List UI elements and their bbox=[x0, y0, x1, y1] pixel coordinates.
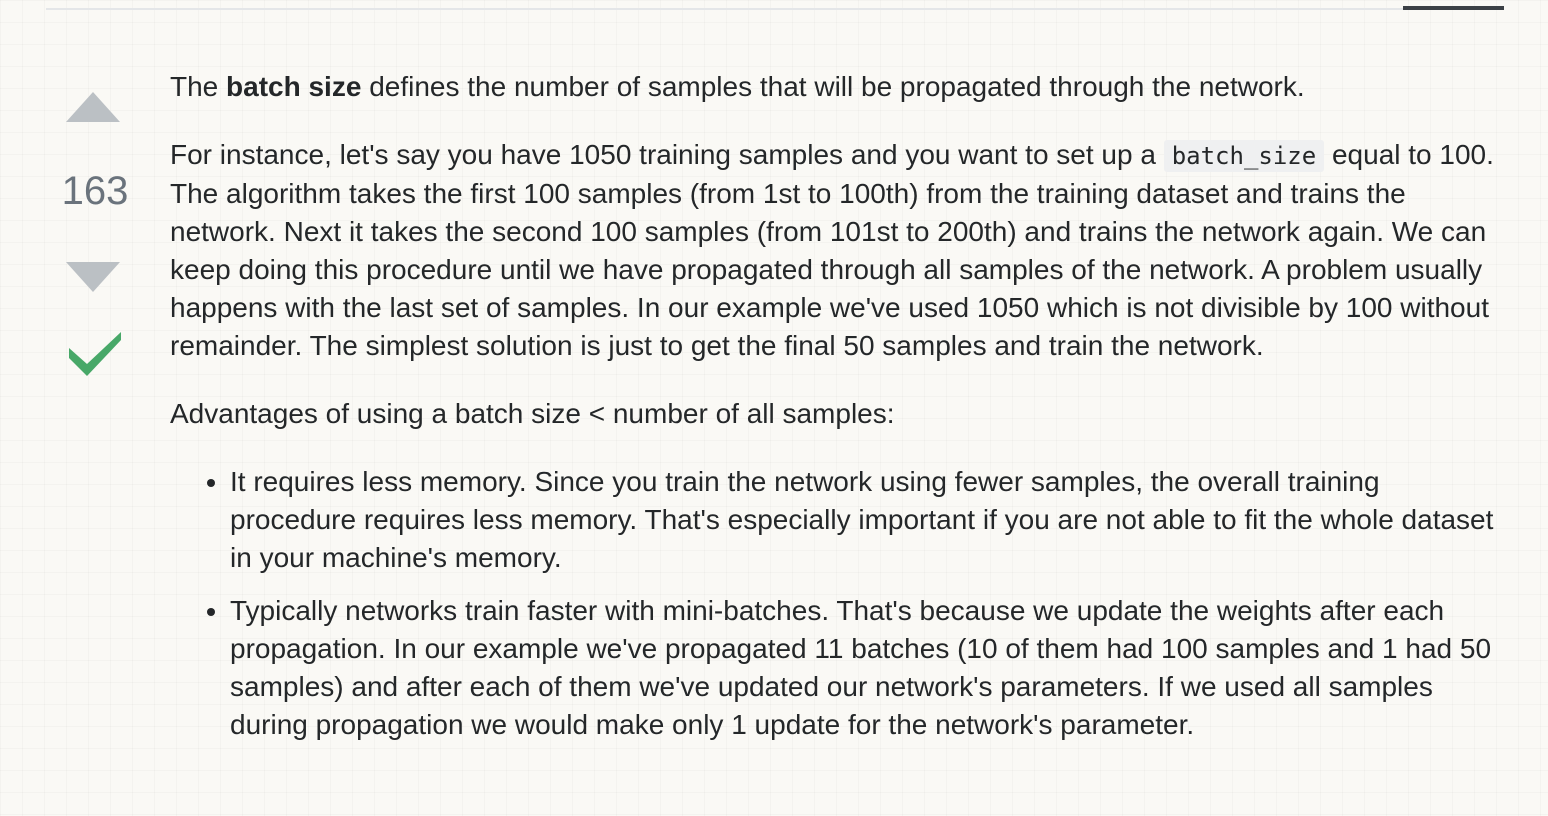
inline-code-batch-size: batch_size bbox=[1163, 140, 1325, 172]
vote-column: 163 bbox=[40, 80, 150, 400]
paragraph-example: For instance, let's say you have 1050 tr… bbox=[170, 136, 1510, 365]
top-divider bbox=[46, 8, 1504, 10]
accepted-checkmark-icon bbox=[69, 332, 121, 376]
example-text-start: For instance, let's say you have 1050 tr… bbox=[170, 139, 1164, 170]
upvote-icon[interactable] bbox=[66, 92, 120, 122]
active-tab-indicator bbox=[1403, 6, 1504, 10]
answer-body: The batch size defines the number of sam… bbox=[170, 68, 1510, 759]
example-text-end: equal to 100. The algorithm takes the fi… bbox=[170, 139, 1494, 361]
paragraph-intro: The batch size defines the number of sam… bbox=[170, 68, 1510, 106]
list-item: It requires less memory. Since you train… bbox=[230, 463, 1510, 577]
advantages-list: It requires less memory. Since you train… bbox=[170, 463, 1510, 744]
downvote-icon[interactable] bbox=[66, 262, 120, 292]
vote-count: 163 bbox=[61, 169, 129, 213]
intro-text-end: defines the number of samples that will … bbox=[361, 71, 1305, 102]
intro-text-start: The bbox=[170, 71, 227, 102]
paragraph-advantages-heading: Advantages of using a batch size < numbe… bbox=[170, 398, 895, 429]
list-item: Typically networks train faster with min… bbox=[230, 592, 1510, 744]
batch-size-term: batch size bbox=[226, 71, 362, 102]
